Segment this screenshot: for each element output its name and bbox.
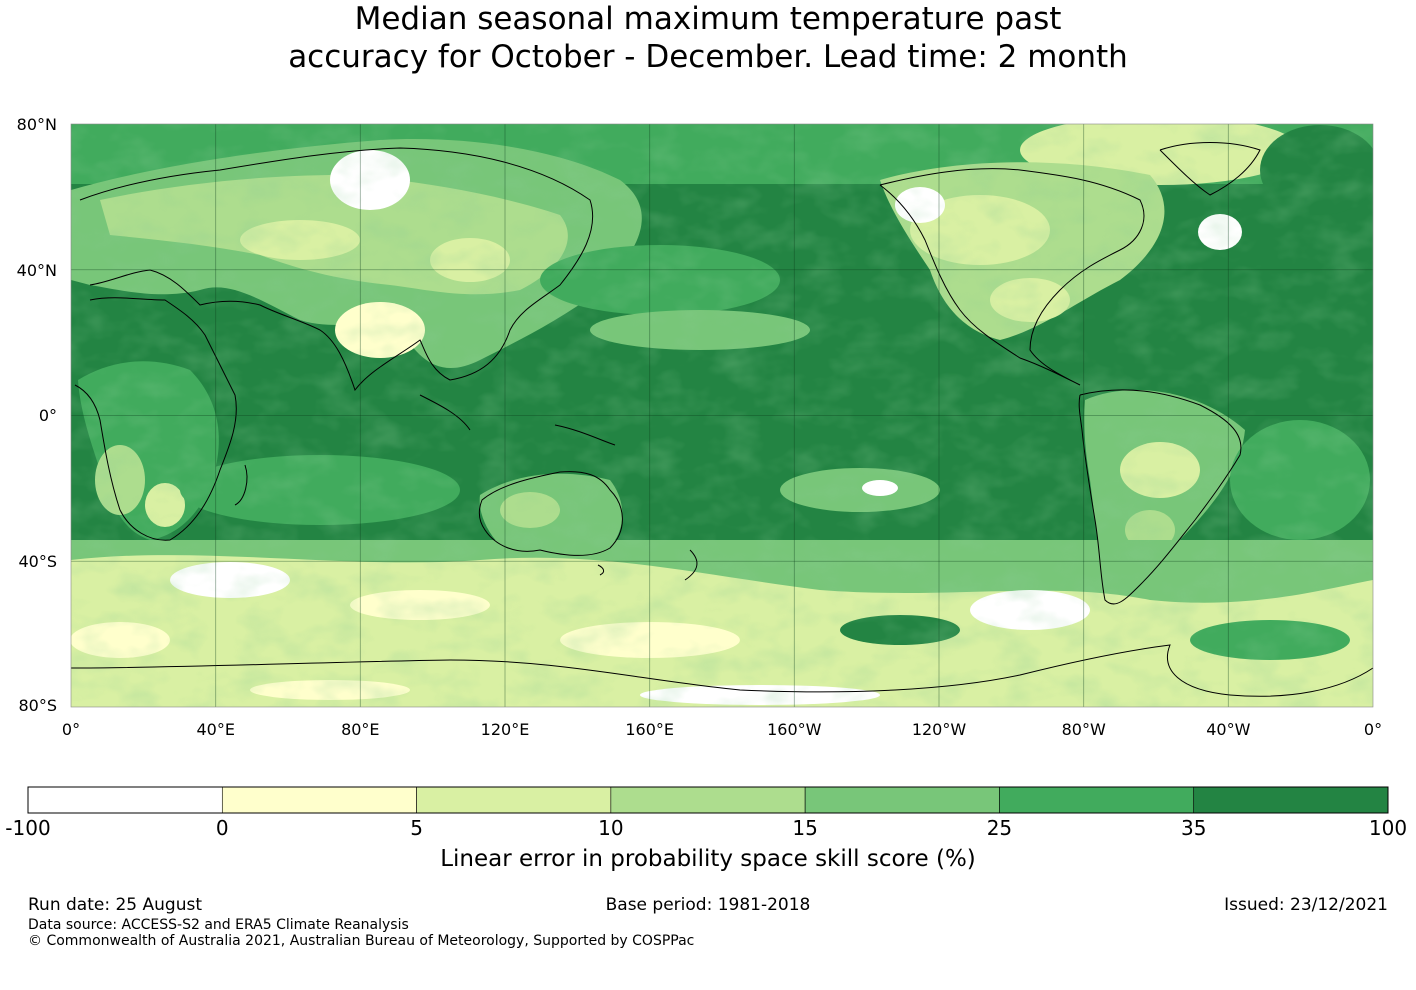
title-line-2: accuracy for October - December. Lead ti… xyxy=(288,39,1128,75)
south-america-coast xyxy=(1078,389,1242,605)
lon-label-120e: 120°E xyxy=(481,720,530,739)
colorbar-tick-label: 5 xyxy=(410,816,423,840)
colorbar-swatch xyxy=(27,786,223,814)
colorbar-swatch xyxy=(804,786,1000,814)
colorbar-tick-labels: -100 0 5 10 15 25 35 100 xyxy=(5,816,1407,840)
colorbar: -100 0 5 10 15 25 35 100 xyxy=(5,786,1407,840)
colorbar-tick-label: 10 xyxy=(598,816,623,840)
colorbar-tick-label: 0 xyxy=(216,816,229,840)
australia-coast xyxy=(478,471,623,556)
tasmania-coast xyxy=(597,564,605,576)
colorbar-tick-label: 25 xyxy=(987,816,1012,840)
colorbar-swatch xyxy=(1193,786,1389,814)
colorbar-swatch xyxy=(416,786,612,814)
colorbar-frame xyxy=(27,786,1389,814)
skill-field xyxy=(71,124,1373,707)
lat-labels: 80°N 40°N 0° 40°S 80°S xyxy=(17,115,57,715)
lon-label-80e: 80°E xyxy=(341,720,379,739)
colorbar-title: Linear error in probability space skill … xyxy=(440,846,976,872)
lon-label-40w: 40°W xyxy=(1206,720,1250,739)
new-guinea-coast xyxy=(554,424,616,446)
lon-label-80w: 80°W xyxy=(1062,720,1106,739)
lon-label-0-right: 0° xyxy=(1364,720,1382,739)
lat-label-80s: 80°S xyxy=(18,696,57,715)
graticule xyxy=(71,124,1373,707)
issued-date: Issued: 23/12/2021 xyxy=(1224,895,1388,915)
base-period: Base period: 1981-2018 xyxy=(605,895,811,915)
lat-label-40s: 40°S xyxy=(18,552,57,571)
lat-label-80n: 80°N xyxy=(17,115,57,134)
new-zealand-coast xyxy=(684,549,698,581)
lon-labels: 0° 40°E 80°E 120°E 160°E 160°W 120°W 80°… xyxy=(62,720,1382,739)
copyright: © Commonwealth of Australia 2021, Austra… xyxy=(28,933,695,949)
chart-title: Median seasonal maximum temperature past… xyxy=(0,0,1416,76)
indonesia-coast xyxy=(419,394,471,431)
colorbar-tick-label: 35 xyxy=(1181,816,1206,840)
lat-label-40n: 40°N xyxy=(17,261,57,280)
colorbar-tick-label: -100 xyxy=(5,816,50,840)
colorbar-tick-label: 15 xyxy=(792,816,817,840)
lon-label-160e: 160°E xyxy=(625,720,674,739)
coastlines xyxy=(70,142,1374,697)
colorbar-swatch xyxy=(999,786,1195,814)
eurasia-coast xyxy=(79,147,594,392)
lon-label-120w: 120°W xyxy=(912,720,967,739)
north-america-coast xyxy=(879,168,1145,386)
colorbar-swatches xyxy=(27,786,1389,814)
colorbar-swatch xyxy=(610,786,806,814)
colorbar-tick-label: 100 xyxy=(1369,816,1407,840)
antarctica-coast xyxy=(70,644,1374,697)
data-source: Data source: ACCESS-S2 and ERA5 Climate … xyxy=(28,917,409,933)
colorbar-swatch xyxy=(221,786,417,814)
africa-coast xyxy=(74,297,237,541)
madagascar-coast xyxy=(234,464,248,506)
run-date: Run date: 25 August xyxy=(28,895,202,915)
lon-label-0-left: 0° xyxy=(62,720,80,739)
lat-label-0: 0° xyxy=(39,406,57,425)
map-frame xyxy=(70,123,1374,708)
title-line-1: Median seasonal maximum temperature past xyxy=(354,1,1062,37)
greenland-coast xyxy=(1159,142,1261,196)
lon-label-40e: 40°E xyxy=(196,720,234,739)
lon-label-160w: 160°W xyxy=(767,720,822,739)
